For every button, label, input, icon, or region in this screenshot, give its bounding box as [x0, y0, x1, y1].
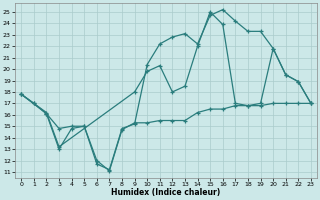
X-axis label: Humidex (Indice chaleur): Humidex (Indice chaleur): [111, 188, 221, 197]
